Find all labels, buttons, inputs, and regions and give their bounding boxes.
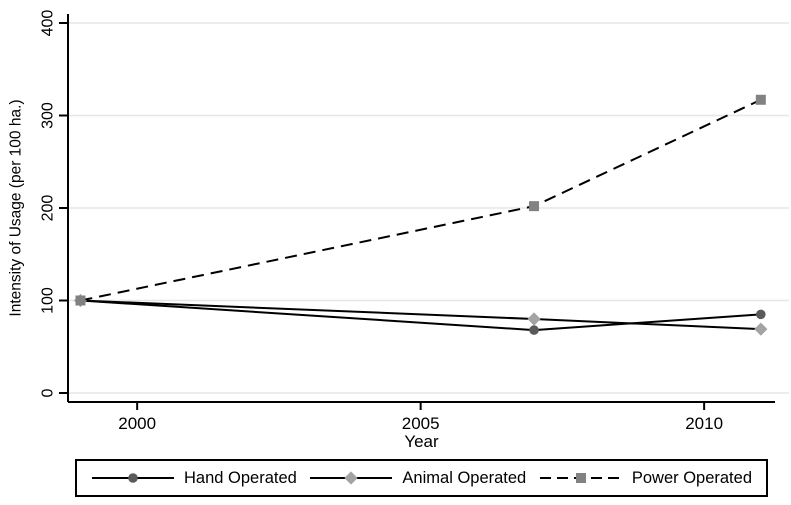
x-axis-ticks: 2000 2005 2010 — [118, 402, 723, 433]
square-marker-icon — [75, 295, 86, 306]
chart-plot-area: 0 100 200 300 400 2000 2005 2010 Intensity of Us… — [7, 10, 789, 451]
y-tick-label: 300 — [40, 102, 57, 129]
square-marker-icon — [575, 473, 586, 483]
y-tick-label: 0 — [40, 388, 57, 397]
y-tick-label: 200 — [40, 195, 57, 222]
x-tick-label: 2005 — [402, 414, 440, 433]
animal-operated-line-sample-icon — [310, 471, 393, 485]
series-power-operated — [75, 94, 766, 306]
x-tick-label: 2010 — [685, 414, 723, 433]
square-marker-icon — [529, 201, 540, 212]
legend-label-power-operated: Power Operated — [631, 469, 752, 488]
y-axis-ticks: 0 100 200 300 400 — [40, 10, 68, 397]
circle-marker-icon — [756, 309, 766, 320]
y-axis-title: Intensity of Usage (per 100 ha.) — [7, 99, 24, 316]
legend-label-hand-operated: Hand Operated — [184, 469, 297, 488]
legend-item-power-operated: Power Operated — [539, 469, 752, 488]
square-marker-icon — [755, 94, 766, 105]
diamond-marker-icon — [527, 312, 541, 326]
legend-label-animal-operated: Animal Operated — [402, 469, 527, 488]
y-tick-label: 100 — [40, 287, 57, 314]
hand-operated-line-sample-icon — [92, 473, 174, 483]
legend-item-animal-operated: Animal Operated — [310, 469, 526, 487]
circle-marker-icon — [529, 325, 539, 335]
chart-legend: Hand Operated Animal Operated Power Oper… — [75, 459, 768, 497]
x-tick-label: 2000 — [118, 414, 156, 433]
x-axis-title: Year — [404, 432, 439, 451]
y-tick-label: 400 — [40, 10, 57, 37]
circle-marker-icon — [128, 473, 138, 483]
diamond-marker-icon — [754, 322, 768, 336]
legend-item-hand-operated: Hand Operated — [92, 469, 297, 487]
diamond-marker-icon — [344, 471, 359, 485]
power-operated-line-sample-icon — [539, 473, 622, 483]
gridlines — [68, 22, 789, 394]
